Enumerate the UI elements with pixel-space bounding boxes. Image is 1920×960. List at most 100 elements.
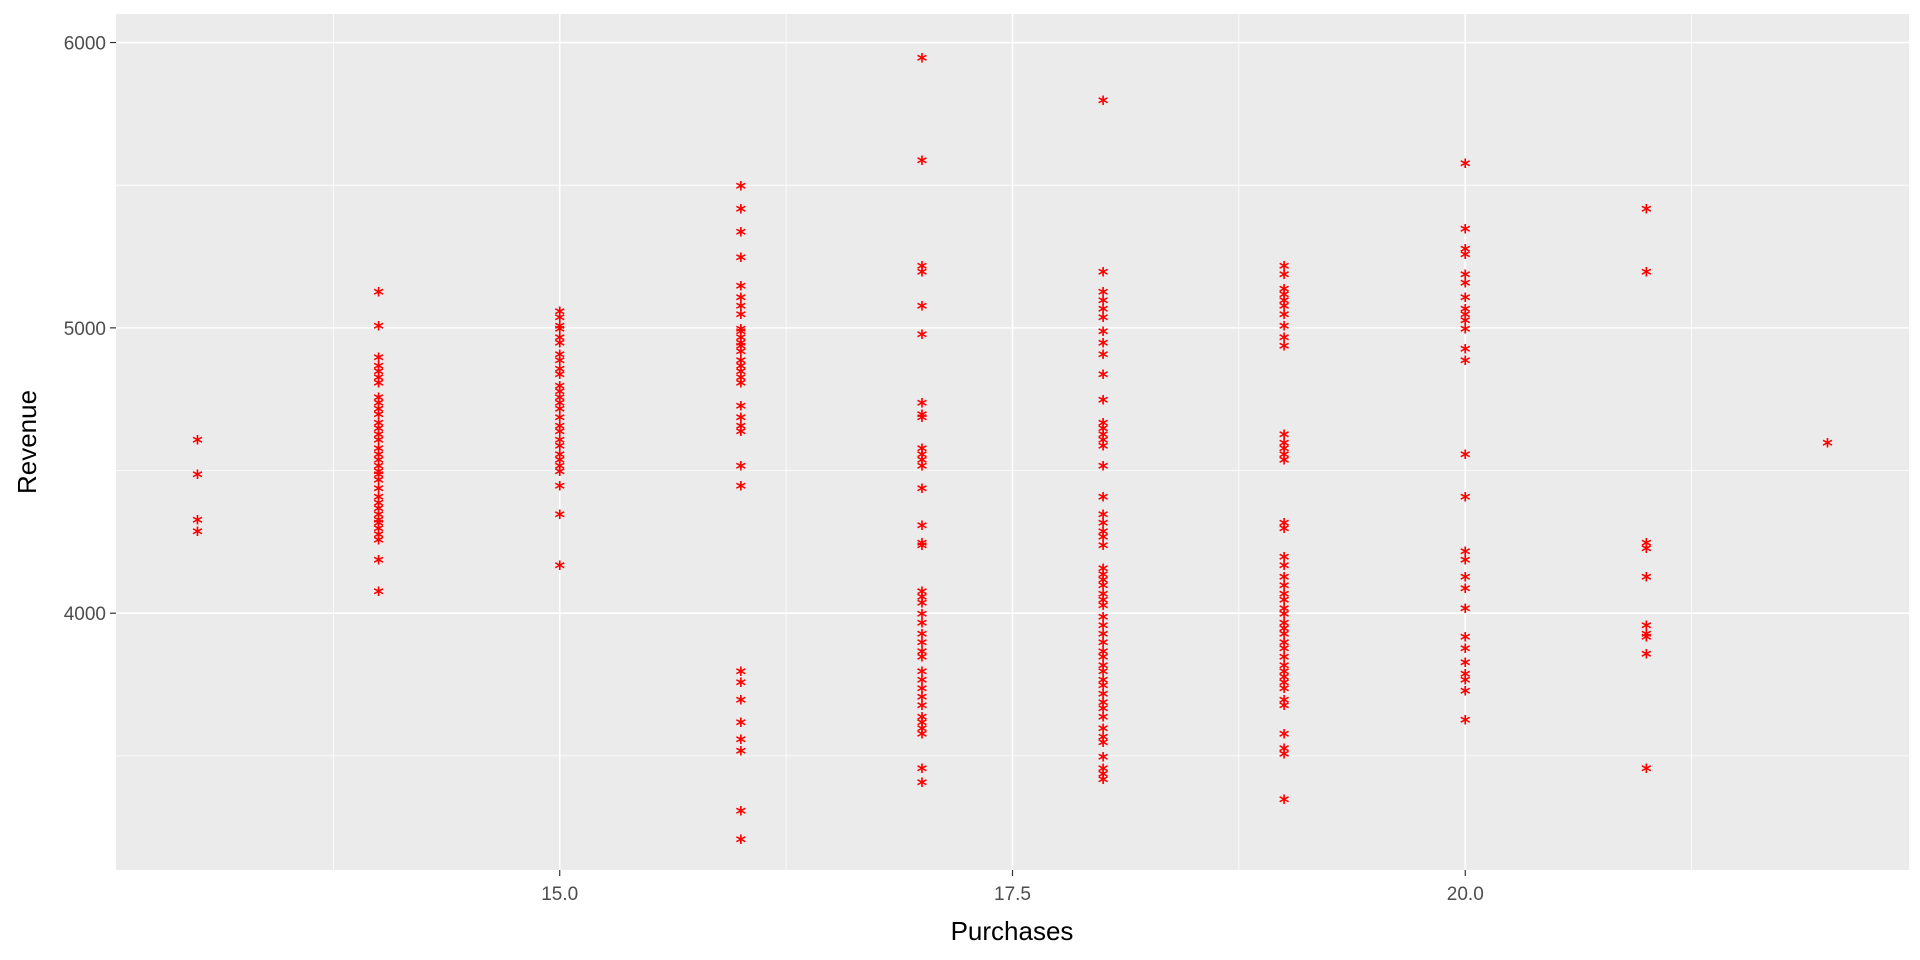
data-point: * <box>373 405 384 429</box>
data-point: * <box>373 420 384 444</box>
data-point: * <box>1279 445 1290 469</box>
data-point: * <box>373 551 384 575</box>
data-point: * <box>1098 308 1109 332</box>
data-point: * <box>917 445 928 469</box>
data-point: * <box>1641 534 1652 558</box>
data-point: * <box>1460 665 1471 689</box>
data-point: * <box>1641 625 1652 649</box>
x-axis-title: Purchases <box>951 916 1074 946</box>
data-point: * <box>736 351 747 375</box>
data-point: * <box>1279 674 1290 698</box>
data-point: * <box>1460 654 1471 678</box>
data-point: * <box>1279 286 1290 310</box>
data-point: * <box>1460 711 1471 735</box>
data-point: * <box>1279 625 1290 649</box>
data-point: * <box>1460 274 1471 298</box>
data-point: * <box>917 714 928 738</box>
data-point: * <box>917 708 928 732</box>
data-point: * <box>373 471 384 495</box>
data-point: * <box>917 588 928 612</box>
data-point: * <box>1098 560 1109 584</box>
data-point: * <box>1279 291 1290 315</box>
x-axis: 15.0 17.5 20.0 <box>541 870 1484 905</box>
data-point: * <box>917 679 928 703</box>
data-point: * <box>917 671 928 695</box>
data-point: * <box>1098 514 1109 538</box>
data-point: * <box>1460 154 1471 178</box>
data-point: * <box>1460 445 1471 469</box>
data-point: * <box>917 152 928 176</box>
data-point: * <box>1098 677 1109 701</box>
data-point: * <box>1098 300 1109 324</box>
y-tick-label: 5000 <box>64 319 106 340</box>
data-point: * <box>1279 657 1290 681</box>
data-point: * <box>1098 366 1109 390</box>
data-point: * <box>736 323 747 347</box>
data-point: * <box>1098 565 1109 589</box>
data-point: * <box>373 480 384 504</box>
data-point: * <box>1279 791 1290 815</box>
data-point: * <box>736 831 747 855</box>
data-point: * <box>736 457 747 481</box>
data-point: * <box>373 348 384 372</box>
data-point: * <box>1098 571 1109 595</box>
data-point: * <box>736 397 747 421</box>
data-point: * <box>1098 283 1109 307</box>
data-point: * <box>1098 425 1109 449</box>
data-point: * <box>554 366 565 390</box>
data-point: * <box>554 388 565 412</box>
data-point: * <box>373 425 384 449</box>
data-point: * <box>1098 748 1109 772</box>
data-point: * <box>1460 311 1471 335</box>
data-point: * <box>917 534 928 558</box>
y-axis-title: Revenue <box>12 390 42 494</box>
data-point: * <box>1098 662 1109 686</box>
data-point: * <box>1098 634 1109 658</box>
data-point: * <box>736 177 747 201</box>
data-point: * <box>554 360 565 384</box>
data-point: * <box>373 494 384 518</box>
data-point: * <box>1279 317 1290 341</box>
data-point: * <box>1279 697 1290 721</box>
data-point: * <box>736 357 747 381</box>
data-point: * <box>1279 577 1290 601</box>
data-point: * <box>917 614 928 638</box>
data-point: * <box>736 423 747 447</box>
data-point: * <box>1279 639 1290 663</box>
data-point: * <box>1279 548 1290 572</box>
data-point: * <box>1098 431 1109 455</box>
data-point: * <box>1460 551 1471 575</box>
data-point: * <box>1460 246 1471 270</box>
data-point: * <box>554 394 565 418</box>
data-point: * <box>1098 291 1109 315</box>
data-point: * <box>1098 537 1109 561</box>
data-point: * <box>1279 691 1290 715</box>
data-point: * <box>736 337 747 361</box>
data-point: * <box>554 457 565 481</box>
data-point: * <box>917 594 928 618</box>
data-point: * <box>1641 568 1652 592</box>
data-point: * <box>736 374 747 398</box>
data-point: * <box>1098 522 1109 546</box>
data-point: * <box>373 457 384 481</box>
data-point: * <box>736 328 747 352</box>
data-point: * <box>1098 617 1109 641</box>
data-point: * <box>1279 328 1290 352</box>
data-point: * <box>373 505 384 529</box>
data-point: * <box>373 511 384 535</box>
data-point: * <box>554 557 565 581</box>
data-point: * <box>736 223 747 247</box>
data-point: * <box>1460 488 1471 512</box>
data-point: * <box>1279 614 1290 638</box>
data-point: * <box>554 383 565 407</box>
data-point: * <box>917 688 928 712</box>
data-point: * <box>736 742 747 766</box>
y-tick-label: 4000 <box>64 604 106 625</box>
data-point: * <box>917 480 928 504</box>
data-point: * <box>1098 577 1109 601</box>
data-point: * <box>736 417 747 441</box>
data-point: * <box>1098 597 1109 621</box>
data-point: * <box>1641 200 1652 224</box>
data-point: * <box>373 465 384 489</box>
data-point: * <box>736 277 747 301</box>
